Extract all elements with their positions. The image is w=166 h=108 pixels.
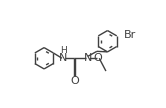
Text: N: N bbox=[84, 53, 92, 63]
Text: N: N bbox=[59, 53, 67, 63]
Text: Br: Br bbox=[124, 30, 136, 40]
Text: O: O bbox=[94, 53, 102, 63]
Text: O: O bbox=[70, 76, 79, 86]
Text: H: H bbox=[60, 46, 67, 55]
